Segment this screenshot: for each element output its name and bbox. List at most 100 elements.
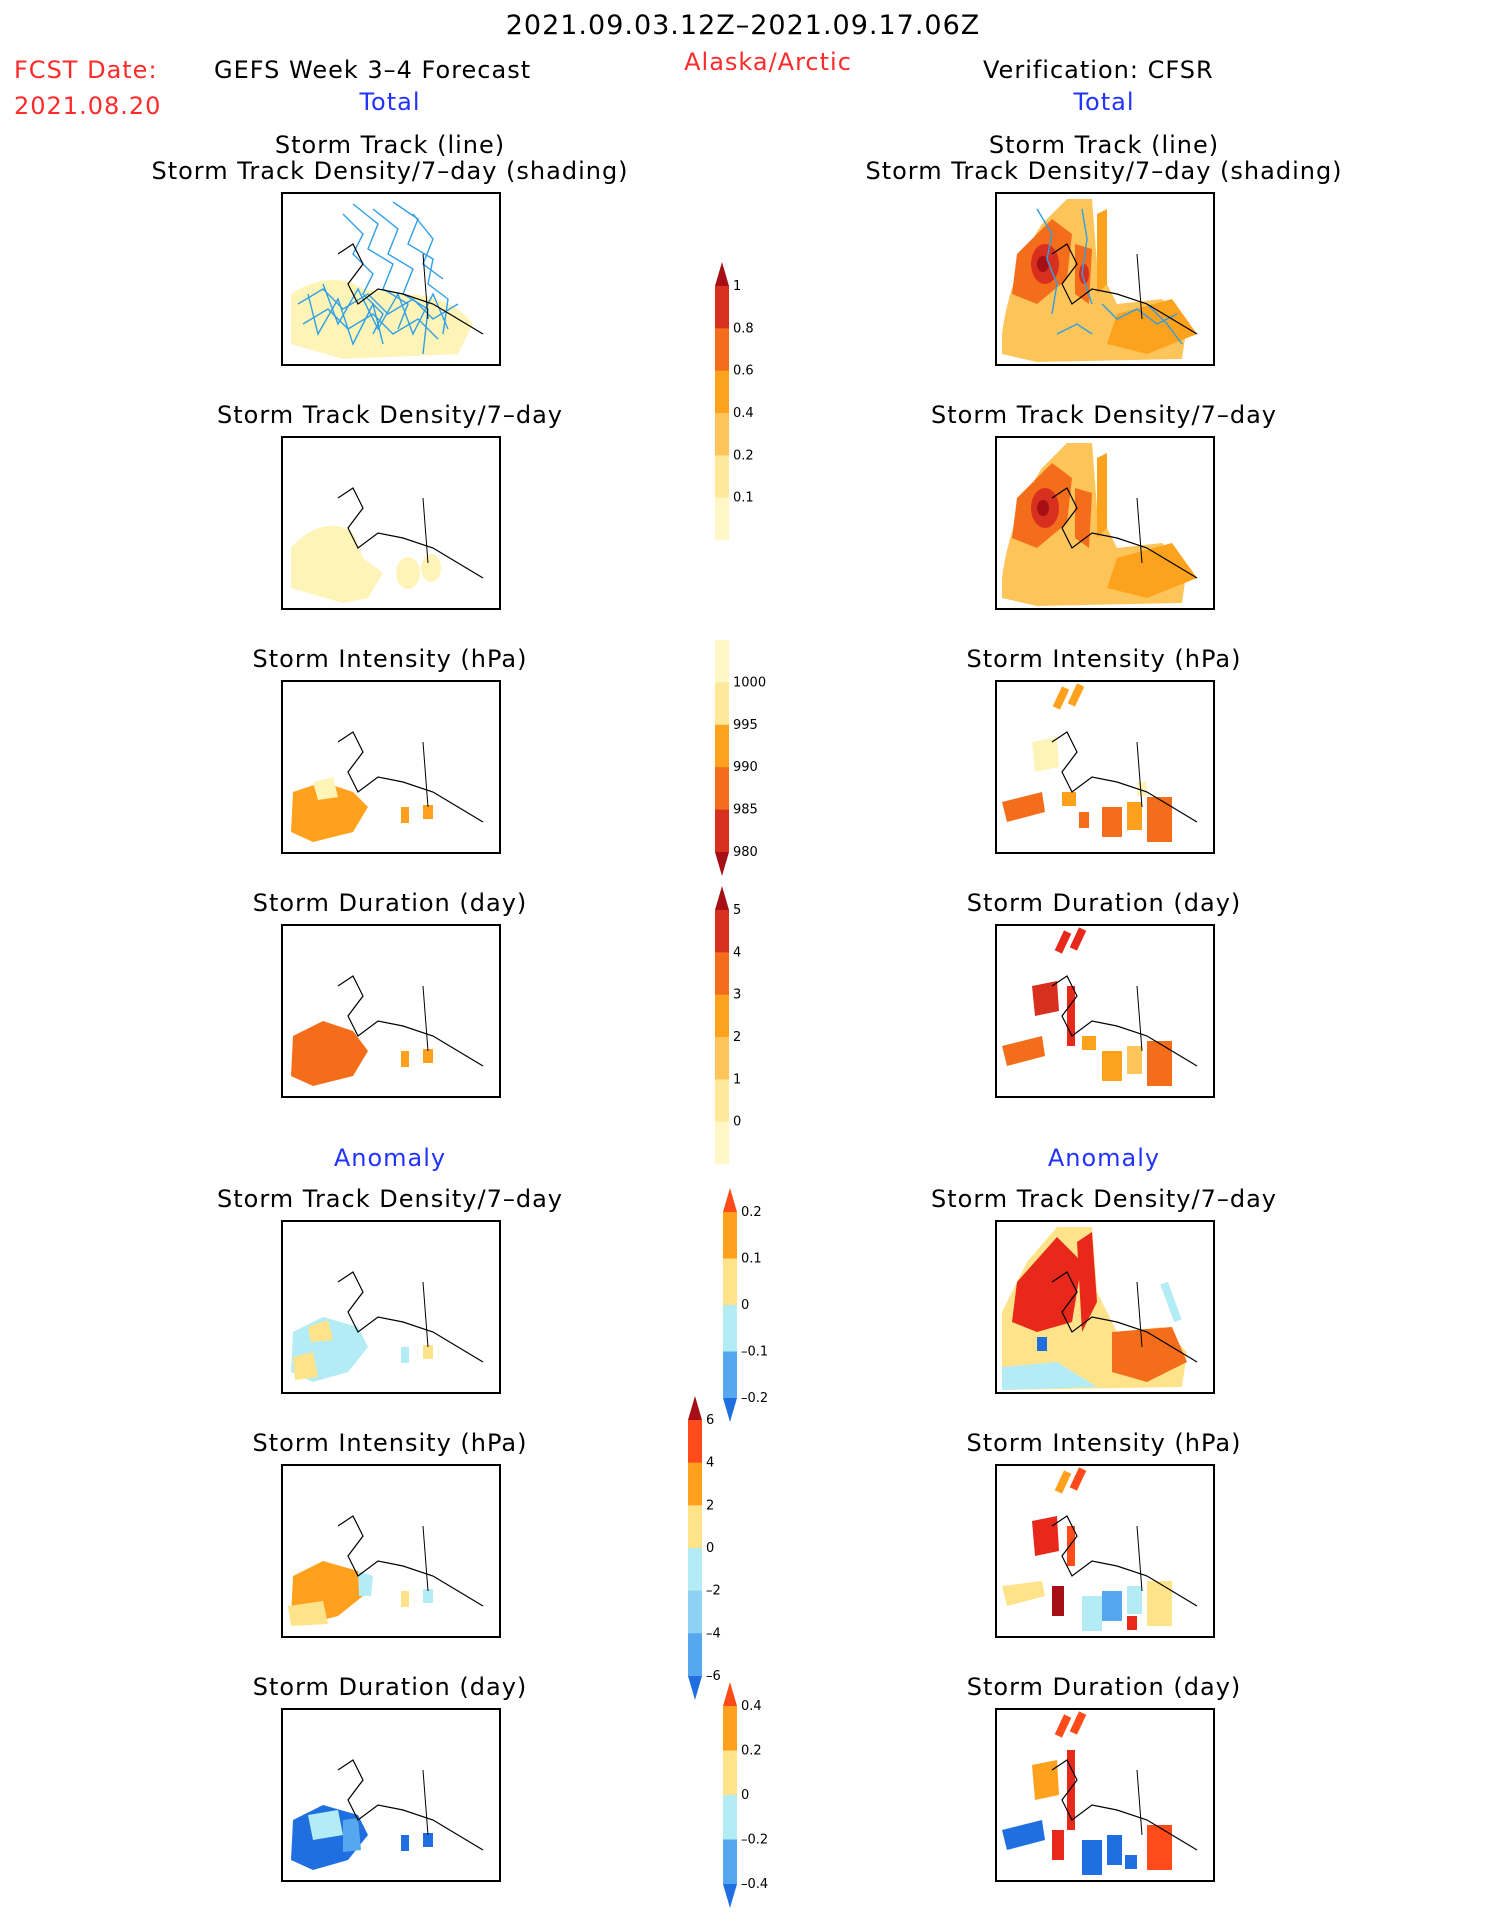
colorbar-segment bbox=[715, 724, 729, 768]
colorbar-label: 0.1 bbox=[741, 1252, 762, 1267]
colorbar-label: 0.1 bbox=[733, 491, 754, 506]
colorbar-segment bbox=[723, 1351, 737, 1399]
colorbar-label: 0 bbox=[741, 1298, 749, 1313]
map-right-track-plot bbox=[1002, 199, 1198, 362]
colorbar-label: 0.4 bbox=[733, 406, 754, 421]
left-anom-intensity-title: Storm Intensity (hPa) bbox=[252, 1429, 528, 1457]
colorbar-label: 4 bbox=[706, 1456, 714, 1471]
colorbar-label: –0.1 bbox=[741, 1345, 768, 1360]
colorbar-segment bbox=[723, 1305, 737, 1352]
colorbar-label: 1 bbox=[733, 1072, 741, 1087]
right-anom-duration-title: Storm Duration (day) bbox=[966, 1673, 1242, 1701]
map-left-anom-duration-plot bbox=[291, 1759, 484, 1870]
colorbar-label: 0.6 bbox=[733, 364, 754, 379]
colorbar-svg: 0.2 0.1 0 –0.1 –0.2 bbox=[723, 1188, 768, 1422]
left-anom-density-title: Storm Track Density/7–day bbox=[217, 1185, 563, 1213]
right-total-label: Total bbox=[1073, 88, 1135, 116]
fcst-date-value: 2021.08.20 bbox=[14, 92, 162, 120]
colorbar-segment bbox=[688, 1633, 702, 1677]
map-left-duration bbox=[281, 924, 501, 1098]
colorbar-label: 1000 bbox=[733, 675, 766, 690]
colorbar-segment bbox=[723, 1750, 737, 1796]
map-right-anom-duration-plot bbox=[1002, 1711, 1198, 1875]
right-anom-intensity-title: Storm Intensity (hPa) bbox=[966, 1429, 1242, 1457]
colorbar-label: 3 bbox=[733, 988, 741, 1003]
colorbar-label: 0.4 bbox=[741, 1699, 762, 1714]
colorbar-label: 0.8 bbox=[733, 321, 754, 336]
colorbar-segment bbox=[723, 1839, 737, 1885]
map-right-intensity-plot bbox=[1002, 683, 1198, 842]
left-track-shading-title: Storm Track Density/7–day (shading) bbox=[151, 157, 629, 185]
map-right-duration-plot bbox=[1002, 927, 1198, 1086]
colorbar-label: 980 bbox=[733, 845, 758, 860]
colorbar-svg: 0.4 0.2 0 –0.2 –0.4 bbox=[723, 1682, 768, 1908]
colorbar-label: 995 bbox=[733, 718, 758, 733]
colorbar-segment bbox=[723, 1706, 737, 1751]
colorbar-label: 0.2 bbox=[733, 448, 754, 463]
colorbar-label: 0 bbox=[733, 1115, 741, 1130]
coastline bbox=[337, 487, 484, 579]
storm-track-lines bbox=[1036, 208, 1183, 345]
colorbar-label: 990 bbox=[733, 760, 758, 775]
right-track-line-title: Storm Track (line) bbox=[988, 131, 1220, 159]
left-duration-title: Storm Duration (day) bbox=[252, 889, 528, 917]
colorbar-segment bbox=[715, 455, 729, 499]
colorbar-svg: 5 4 3 2 1 0 bbox=[715, 886, 741, 1165]
map-right-anom-density-plot bbox=[1002, 1227, 1198, 1390]
colorbar-segment bbox=[715, 328, 729, 372]
colorbar-label: 985 bbox=[733, 803, 758, 818]
colorbar-label: 5 bbox=[733, 903, 741, 918]
storm-track-lines bbox=[297, 201, 459, 355]
right-track-shading-title: Storm Track Density/7–day (shading) bbox=[865, 157, 1343, 185]
map-right-duration bbox=[995, 924, 1215, 1098]
colorbar-segment bbox=[715, 809, 729, 853]
colorbar-bottom-arrow bbox=[723, 1398, 737, 1422]
colorbar-segment bbox=[715, 1037, 729, 1080]
map-left-anom-density bbox=[281, 1220, 501, 1394]
colorbar-segment bbox=[715, 952, 729, 996]
right-anomaly-label: Anomaly bbox=[1047, 1144, 1161, 1172]
map-left-anom-duration bbox=[281, 1708, 501, 1882]
colorbar-label: 0 bbox=[741, 1788, 749, 1803]
colorbar-segment bbox=[688, 1590, 702, 1634]
colorbar-intensity-total: 1000 995 990 985 980 bbox=[715, 640, 775, 880]
map-right-anom-density bbox=[995, 1220, 1215, 1394]
colorbar-density-anom: 0.2 0.1 0 –0.1 –0.2 bbox=[723, 1188, 783, 1426]
colorbar-segment bbox=[688, 1420, 702, 1464]
left-intensity-title: Storm Intensity (hPa) bbox=[252, 645, 528, 673]
colorbar-segment bbox=[688, 1548, 702, 1592]
colorbar-label: –0.4 bbox=[741, 1877, 768, 1892]
map-right-intensity bbox=[995, 680, 1215, 854]
colorbar-segment bbox=[715, 413, 729, 456]
fcst-date-label: FCST Date: bbox=[14, 56, 158, 84]
map-right-track bbox=[995, 192, 1215, 366]
shading-area bbox=[291, 279, 473, 359]
forecast-title: GEFS Week 3–4 Forecast bbox=[214, 56, 532, 84]
right-duration-title: Storm Duration (day) bbox=[966, 889, 1242, 917]
colorbar-bottom-arrow bbox=[715, 852, 729, 876]
colorbar-label: 0.2 bbox=[741, 1744, 762, 1759]
map-right-anom-intensity-plot bbox=[1002, 1467, 1198, 1631]
map-right-anom-intensity bbox=[995, 1464, 1215, 1638]
left-track-line-title: Storm Track (line) bbox=[274, 131, 506, 159]
colorbar-svg: 1 0.8 0.6 0.4 0.2 0.1 bbox=[715, 262, 754, 541]
colorbar-segment bbox=[715, 767, 729, 811]
colorbar-segment bbox=[723, 1212, 737, 1259]
map-right-density-plot bbox=[1002, 443, 1198, 606]
left-density-title: Storm Track Density/7–day bbox=[217, 401, 563, 429]
colorbar-label: –6 bbox=[706, 1669, 721, 1684]
left-total-label: Total bbox=[359, 88, 421, 116]
colorbar-segment bbox=[715, 497, 729, 541]
map-left-density bbox=[281, 436, 501, 610]
colorbar-segment bbox=[688, 1505, 702, 1549]
map-left-track-plot bbox=[291, 201, 484, 359]
map-left-intensity-plot bbox=[291, 731, 484, 842]
verification-title: Verification: CFSR bbox=[983, 56, 1214, 84]
colorbar-label: 6 bbox=[706, 1413, 714, 1428]
colorbar-label: 4 bbox=[733, 945, 741, 960]
colorbar-duration-total: 5 4 3 2 1 0 bbox=[715, 886, 775, 1168]
colorbar-top-arrow bbox=[688, 1396, 702, 1420]
colorbar-label: –2 bbox=[706, 1584, 721, 1599]
map-left-intensity bbox=[281, 680, 501, 854]
coastline bbox=[337, 243, 484, 335]
